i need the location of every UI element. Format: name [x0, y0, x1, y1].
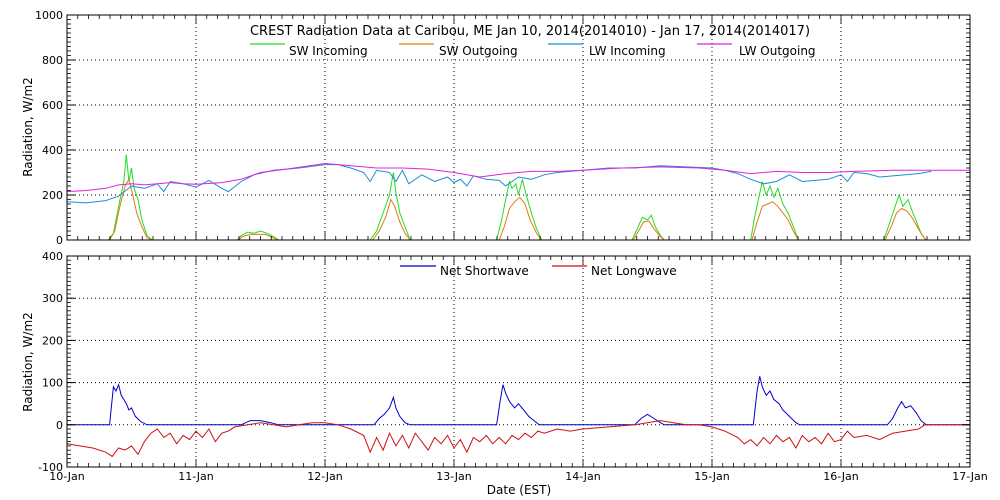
legend-label-net-shortwave: Net Shortwave — [440, 264, 529, 278]
y-tick-label: 200 — [42, 189, 63, 202]
x-tick-label: 11-Jan — [178, 470, 214, 483]
legend-label-sw-outgoing: SW Outgoing — [439, 44, 518, 58]
bottom-panel-ylabel: Radiation, W/m2 — [21, 312, 35, 412]
x-tick-label: 14-Jan — [565, 470, 601, 483]
bottom-panel: -100 0 100 200 300 400 Radiation, W/m2 Net Sh… — [21, 250, 971, 474]
series-line-lw-outgoing — [66, 162, 970, 193]
y-tick-label: 800 — [42, 54, 63, 67]
x-tick-label: 12-Jan — [307, 470, 343, 483]
legend-label-sw-incoming: SW Incoming — [289, 44, 368, 58]
bottom-panel-ticks: -100 0 100 200 300 400 — [38, 250, 971, 474]
top-panel-ticks: 0 200 400 600 800 1000 — [35, 9, 971, 247]
y-tick-label: 400 — [42, 250, 63, 263]
legend-label-lw-outgoing: LW Outgoing — [739, 44, 816, 58]
top-panel-ylabel: Radiation, W/m2 — [21, 77, 35, 177]
series-line-net-shortwave — [67, 376, 970, 426]
y-tick-label: -100 — [38, 461, 63, 474]
y-tick-label: 0 — [56, 234, 63, 247]
top-panel: 0 200 400 600 800 1000 Radiation, W/m2 SW Inc… — [21, 9, 971, 247]
top-panel-frame — [66, 14, 971, 241]
series-line-lw-incoming — [66, 164, 932, 204]
series-line-net-longwave — [66, 420, 970, 458]
x-tick-label: 10-Jan — [49, 470, 85, 483]
chart-title: CREST Radiation Data at Caribou, ME Jan … — [250, 24, 810, 39]
y-tick-label: 400 — [42, 144, 63, 157]
y-tick-label: 600 — [42, 99, 63, 112]
bottom-panel-series — [66, 376, 970, 458]
y-tick-label: 1000 — [35, 9, 63, 22]
x-tick-label: 13-Jan — [436, 470, 472, 483]
y-tick-label: 100 — [42, 377, 63, 390]
x-tick-label: 15-Jan — [694, 470, 730, 483]
y-tick-label: 300 — [42, 292, 63, 305]
y-tick-label: 0 — [56, 419, 63, 432]
top-panel-legend: SW Incoming SW Outgoing LW Incoming LW O… — [250, 43, 816, 58]
x-tick-label: 17-Jan — [952, 470, 988, 483]
y-tick-label: 200 — [42, 334, 63, 347]
top-panel-grid — [67, 15, 970, 240]
bottom-panel-frame — [66, 255, 971, 468]
legend-label-lw-incoming: LW Incoming — [589, 44, 666, 58]
legend-label-net-longwave: Net Longwave — [591, 264, 677, 278]
bottom-panel-legend: Net Shortwave Net Longwave — [400, 264, 677, 278]
x-tick-labels: 10-Jan 11-Jan 12-Jan 13-Jan 14-Jan 15-Jan 16-J… — [49, 470, 988, 483]
x-axis-label: Date (EST) — [487, 483, 551, 497]
x-tick-label: 16-Jan — [823, 470, 859, 483]
